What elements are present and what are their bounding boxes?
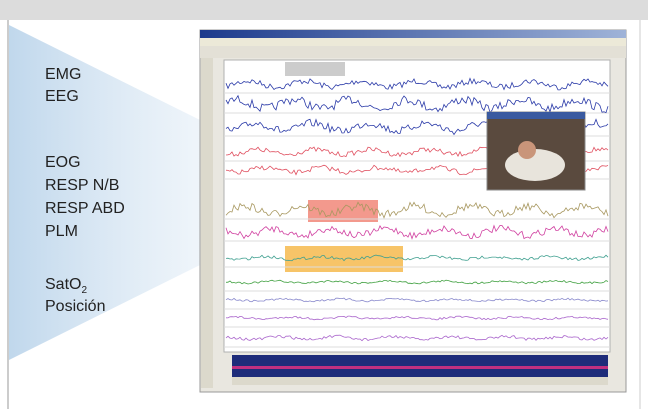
label-subscript: 2: [81, 285, 87, 296]
top-band: [0, 0, 648, 20]
channel-label: SatO2: [45, 276, 87, 295]
toolbar: [200, 46, 626, 58]
software-window: [200, 30, 626, 392]
status-bar: [232, 377, 608, 385]
channel-label: RESP N/B: [45, 177, 119, 194]
label-text: SatO: [45, 276, 81, 293]
event-orange: [285, 246, 403, 272]
timeline-strip: [232, 366, 608, 369]
channel-label: Posición: [45, 298, 105, 315]
channel-label: EOG: [45, 154, 81, 171]
side-toolbar: [201, 58, 213, 388]
title-bar: [200, 30, 626, 38]
page: EMG EEG EOG RESP N/B RESP ABD PLM SatO2 Posició…: [0, 0, 648, 409]
channel-label: RESP ABD: [45, 200, 125, 217]
video-face: [518, 141, 536, 159]
channel-label: PLM: [45, 223, 78, 240]
video-title: [487, 112, 585, 119]
channel-label: EMG: [45, 66, 81, 83]
figure: EMG EEG EOG RESP N/B RESP ABD PLM SatO2 Posició…: [0, 0, 648, 409]
channel-label: EEG: [45, 88, 79, 105]
menu-bar: [200, 38, 626, 46]
header-block: [285, 62, 345, 76]
